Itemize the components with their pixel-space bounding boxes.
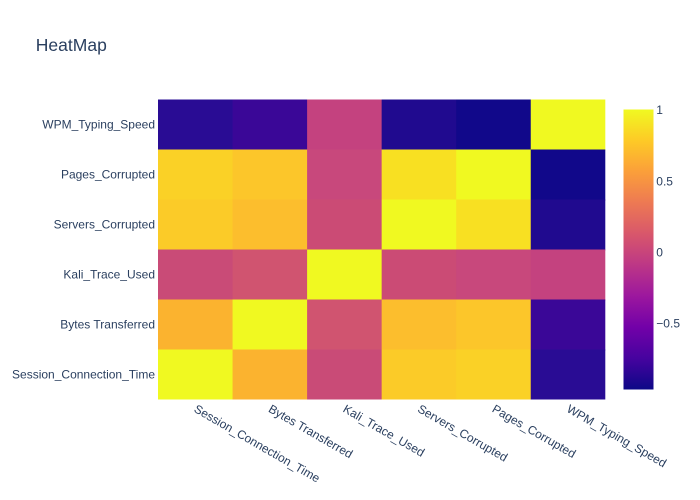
svg-text:−0.5: −0.5	[656, 317, 680, 331]
svg-text:HeatMap: HeatMap	[36, 35, 107, 55]
svg-text:1: 1	[656, 103, 663, 117]
svg-text:Kali_Trace_Used: Kali_Trace_Used	[63, 268, 155, 282]
svg-text:0.5: 0.5	[656, 174, 673, 188]
svg-text:Pages_Corrupted: Pages_Corrupted	[61, 168, 155, 182]
svg-text:0: 0	[656, 245, 663, 259]
svg-text:Session_Connection_Time: Session_Connection_Time	[12, 368, 155, 382]
svg-text:Bytes Transferred: Bytes Transferred	[60, 318, 155, 332]
svg-text:Servers_Corrupted: Servers_Corrupted	[54, 218, 155, 232]
svg-text:WPM_Typing_Speed: WPM_Typing_Speed	[42, 118, 155, 132]
